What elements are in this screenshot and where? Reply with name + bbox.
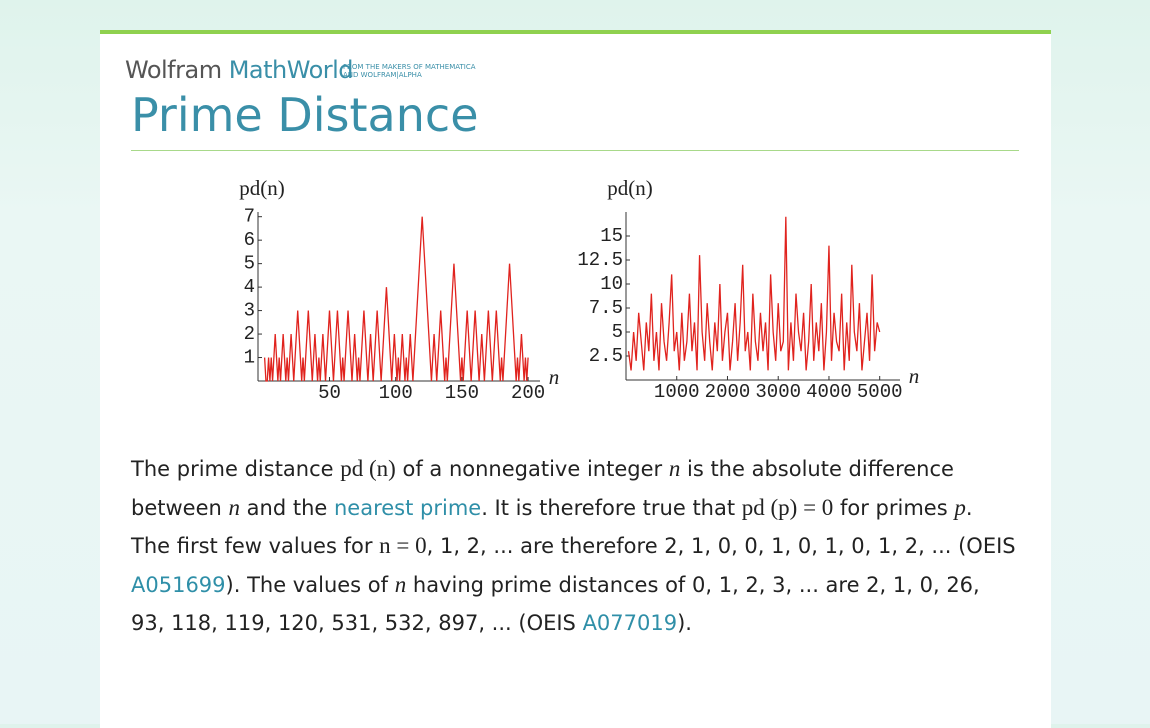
logo-mathworld[interactable]: MathWorld [228, 56, 354, 84]
text: of a nonnegative integer [395, 457, 669, 481]
x-axis-label: n [549, 365, 560, 389]
x-axis-label: n [909, 364, 920, 388]
x-tick-label: 150 [445, 382, 479, 404]
tagline: FROM THE MAKERS OF MATHEMATICA AND WOLFRA… [343, 63, 476, 79]
logo-wolfram[interactable]: Wolfram [125, 56, 222, 84]
text: is the absolute difference between [131, 457, 954, 520]
y-tick-label: 3 [244, 300, 255, 322]
data-line [263, 216, 529, 382]
y-tick-label: 7 [244, 206, 255, 228]
y-tick-label: 5 [612, 321, 623, 343]
y-tick-label: 1 [244, 347, 255, 369]
page-title: Prime Distance [131, 88, 479, 142]
math: n [668, 456, 681, 481]
y-tick-label: 12.5 [577, 249, 623, 271]
text: and the [239, 495, 334, 520]
y-tick-label: 2.5 [589, 345, 623, 367]
y-tick-label: 5 [244, 253, 255, 275]
math: n = 0 [379, 533, 427, 558]
link[interactable]: A077019 [582, 611, 678, 635]
y-tick-label: 4 [244, 276, 255, 298]
math: pd (p) = 0 [741, 494, 834, 520]
y-tick-label: 7.5 [589, 297, 623, 319]
link[interactable]: nearest prime [333, 495, 482, 520]
text: for primes [833, 495, 955, 520]
x-tick-label: 5000 [857, 381, 903, 403]
math: p [954, 494, 966, 520]
text: . It is therefore true that [481, 495, 742, 520]
text: ). The values of [225, 572, 395, 597]
x-tick-label: 1000 [654, 381, 700, 403]
math: n [228, 494, 240, 520]
logo[interactable]: Wolfram MathWorld [125, 56, 354, 84]
y-axis-label: pd(n) [607, 176, 653, 200]
link[interactable]: A051699 [131, 572, 226, 597]
x-tick-label: 200 [511, 382, 545, 404]
text: The prime distance [131, 457, 341, 481]
title-rule [131, 150, 1019, 151]
text: . The first few values for [131, 495, 973, 559]
x-tick-label: 3000 [755, 381, 801, 403]
x-tick-label: 4000 [806, 381, 852, 403]
text: ). [677, 611, 692, 635]
y-tick-label: 2 [244, 323, 255, 345]
text: having prime distances of 0, 1, 2, 3, ..… [131, 572, 980, 636]
y-tick-label: 6 [244, 229, 255, 251]
math: pd (n) [340, 456, 396, 481]
description: The prime distance pd (n) of a nonnegati… [131, 450, 1016, 643]
x-tick-label: 50 [318, 382, 341, 404]
y-tick-label: 10 [600, 273, 623, 295]
x-tick-label: 2000 [705, 381, 751, 403]
math: n [394, 571, 407, 597]
tagline-line: FROM THE MAKERS OF MATHEMATICA [343, 63, 476, 71]
y-axis-label: pd(n) [239, 176, 285, 200]
text: , 1, 2, ... are therefore 2, 1, 0, 0, 1,… [426, 534, 1016, 558]
tagline-line: AND WOLFRAM|ALPHA [343, 71, 422, 79]
y-tick-label: 15 [600, 225, 623, 247]
x-tick-label: 100 [379, 382, 413, 404]
data-line [627, 216, 881, 371]
